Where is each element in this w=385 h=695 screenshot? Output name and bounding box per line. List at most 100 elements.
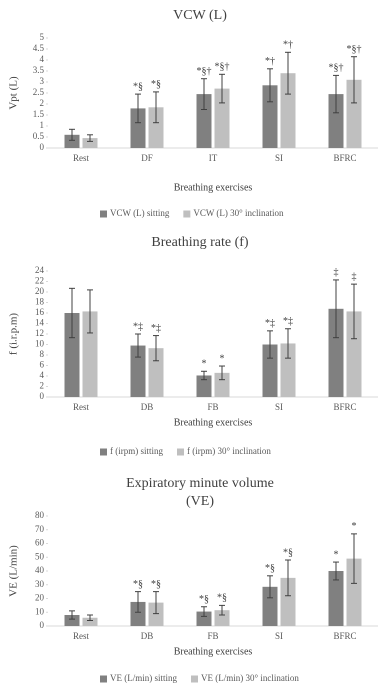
error-bar xyxy=(333,561,339,581)
bar xyxy=(64,134,80,148)
error-bar xyxy=(285,51,291,95)
bar xyxy=(64,313,80,397)
bar xyxy=(82,311,98,397)
y-tick-label: 0.5 xyxy=(33,131,45,141)
bar xyxy=(346,311,362,397)
bar xyxy=(346,558,362,626)
bar xyxy=(262,85,278,148)
bar xyxy=(214,610,230,626)
error-bar xyxy=(267,330,273,359)
error-bar xyxy=(201,78,207,110)
y-axis-label: VE (L/min) xyxy=(8,545,20,597)
y-tick-label: 0 xyxy=(40,391,45,401)
y-tick-label: 18 xyxy=(35,297,45,307)
error-bar xyxy=(69,610,75,620)
y-tick-label: 80 xyxy=(35,510,45,520)
error-bar xyxy=(201,606,207,617)
x-axis-label: Breathing exercises xyxy=(174,646,253,657)
y-tick-label: 4 xyxy=(40,370,45,380)
legend-label: f (irpm) 30° inclination xyxy=(187,446,271,456)
significance-label: *‡ xyxy=(283,316,293,327)
significance-label: *† xyxy=(283,40,293,51)
y-tick-label: 24 xyxy=(35,265,45,275)
error-bar xyxy=(351,283,357,340)
legend-swatch xyxy=(100,675,107,683)
bar xyxy=(196,611,212,626)
legend-swatch xyxy=(191,675,198,683)
significance-label: *§ xyxy=(265,563,275,574)
bar xyxy=(262,344,278,397)
bar xyxy=(196,94,212,148)
bar xyxy=(328,571,344,626)
x-tick-label: DB xyxy=(141,631,154,641)
significance-label: *§ xyxy=(199,594,209,605)
legend-label: VE (L/min) 30° inclination xyxy=(201,673,299,683)
significance-label: *§† xyxy=(215,62,230,73)
bar xyxy=(280,343,296,397)
y-tick-label: 12 xyxy=(35,328,44,338)
bar xyxy=(328,94,344,148)
x-tick-label: SI xyxy=(275,153,283,163)
chart-title: VCW (L) xyxy=(173,8,227,23)
significance-label: *‡ xyxy=(265,318,275,329)
chart-title: Expiratory minute volume xyxy=(126,476,274,491)
chart-subtitle: (VE) xyxy=(186,494,214,509)
legend-swatch xyxy=(183,210,191,218)
significance-label: ‡ xyxy=(352,271,357,282)
x-tick-label: DF xyxy=(141,153,153,163)
y-tick-label: 10 xyxy=(35,606,45,616)
error-bar xyxy=(153,591,159,615)
error-bar xyxy=(135,591,141,613)
significance-label: *§ xyxy=(217,593,227,604)
bar xyxy=(214,372,230,397)
significance-label: *§ xyxy=(151,579,161,590)
y-tick-label: 1.5 xyxy=(33,109,45,119)
bar xyxy=(148,348,164,397)
y-tick-label: 2.5 xyxy=(33,87,45,97)
error-bar xyxy=(219,73,225,104)
legend-label: VCW (L) sitting xyxy=(110,208,170,218)
error-bar xyxy=(219,365,225,381)
x-tick-label: SI xyxy=(275,631,283,641)
bar xyxy=(328,308,344,397)
y-tick-label: 3 xyxy=(40,76,45,86)
significance-label: *§ xyxy=(133,81,143,92)
y-tick-label: 4 xyxy=(40,54,45,64)
bar xyxy=(130,108,146,148)
bar xyxy=(64,615,80,626)
x-tick-label: BFRC xyxy=(333,631,356,641)
x-tick-label: Rest xyxy=(73,631,90,641)
x-axis-label: Breathing exercises xyxy=(174,417,253,428)
error-bar xyxy=(87,134,93,142)
bar xyxy=(82,617,98,626)
significance-label: *† xyxy=(265,56,275,67)
significance-label: *§† xyxy=(329,63,344,74)
error-bar xyxy=(351,56,357,104)
error-bar xyxy=(87,614,93,621)
significance-label: *§ xyxy=(283,547,293,558)
y-tick-label: 20 xyxy=(35,593,45,603)
error-bar xyxy=(201,370,207,381)
y-tick-label: 22 xyxy=(35,276,44,286)
x-tick-label: BFRC xyxy=(333,153,356,163)
bar xyxy=(214,88,230,148)
y-tick-label: 2 xyxy=(40,381,45,391)
legend-label: f (irpm) sitting xyxy=(110,446,163,456)
error-bar xyxy=(153,91,159,124)
error-bar xyxy=(135,333,141,358)
error-bar xyxy=(69,128,75,141)
y-tick-label: 20 xyxy=(35,286,45,296)
bar xyxy=(130,601,146,626)
error-bar xyxy=(285,328,291,359)
significance-label: *§ xyxy=(133,579,143,590)
significance-label: ‡ xyxy=(334,267,339,278)
error-bar xyxy=(267,68,273,103)
bar xyxy=(82,138,98,148)
y-tick-label: 6 xyxy=(40,360,45,370)
significance-label: *§† xyxy=(347,44,362,55)
y-tick-label: 0 xyxy=(40,620,45,630)
bar xyxy=(148,602,164,626)
y-tick-label: 60 xyxy=(35,538,45,548)
significance-label: * xyxy=(220,353,225,364)
